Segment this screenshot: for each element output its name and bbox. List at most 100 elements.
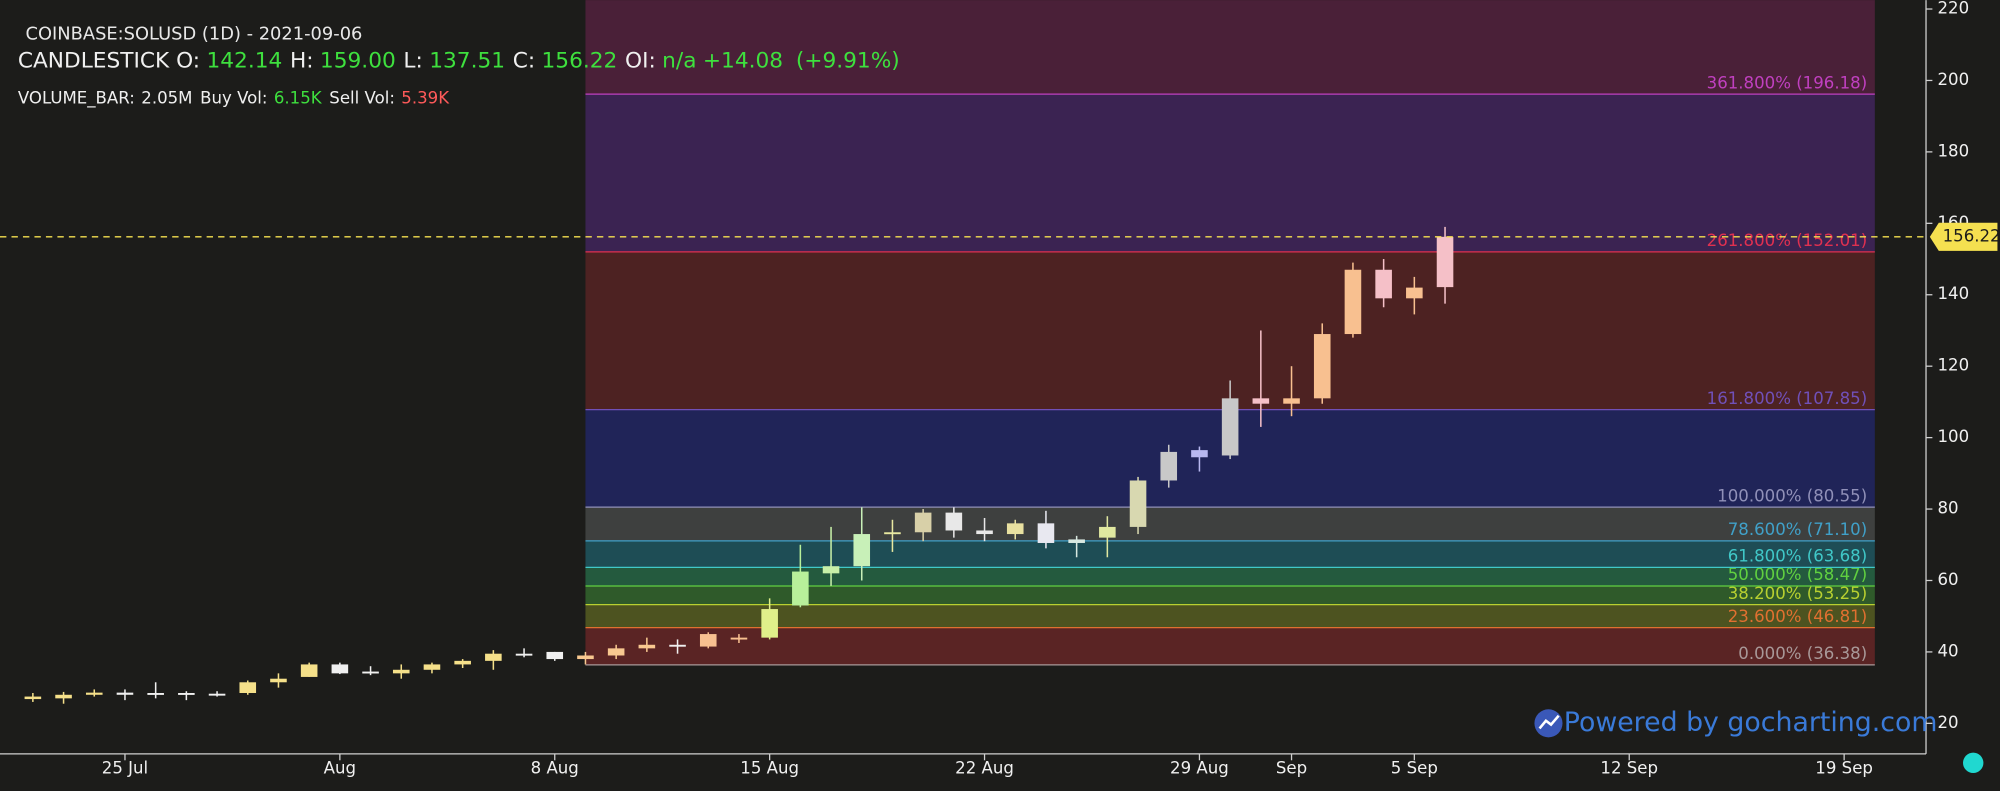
legend-label: C: (513, 48, 535, 73)
plot-area: 0.000% (36.38) 23.600% (46.81) 38.200% (53… (24, 0, 1875, 704)
fib-zone (585, 585, 1875, 605)
candle-body (1006, 523, 1024, 535)
candle-body (454, 660, 471, 665)
x-tick-label: Sep (1276, 759, 1307, 778)
legend-label: L: (403, 48, 422, 73)
legend-value: 159.00 (320, 48, 396, 73)
fib-label: 61.800% (63.68) (1728, 547, 1867, 566)
volume-label: Buy Vol: (200, 88, 267, 107)
volume-legend: VOLUME_BAR: 2.05M Buy Vol: 6.15K Sell Vol: 5.… (18, 88, 450, 108)
legend-value: 137.51 (429, 48, 505, 73)
symbol-title: COINBASE:SOLUSD (1D) - 2021-09-06 (26, 24, 363, 45)
fib-label: 361.800% (196.18) (1707, 73, 1868, 92)
candle-body (362, 671, 379, 674)
fib-zone (585, 94, 1875, 252)
candle-body (638, 644, 656, 649)
fib-label: 261.800% (152.01) (1707, 231, 1868, 250)
x-tick-label: 15 Aug (740, 759, 799, 778)
candle-body (24, 696, 42, 700)
candle-body (55, 694, 72, 699)
watermark: Powered by gocharting.com (1564, 707, 1938, 738)
volume-value: 5.39K (401, 88, 450, 107)
candle-body (546, 651, 564, 660)
fib-label: 38.200% (53.25) (1728, 584, 1867, 603)
candle-body (1037, 523, 1055, 543)
volume-value: 2.05M (141, 88, 192, 107)
candle-body (1313, 334, 1331, 399)
volume-label: Sell Vol: (329, 88, 395, 107)
y-tick-label: 60 (1938, 570, 1959, 589)
candle-body (1406, 287, 1423, 299)
candle-body (147, 692, 164, 695)
y-tick-label: 40 (1938, 641, 1959, 660)
legend-change: +14.08 (703, 48, 783, 73)
fib-zone (585, 507, 1875, 541)
candle-body (1068, 539, 1085, 543)
x-tick-label: 19 Sep (1815, 759, 1873, 778)
candle-body (1375, 269, 1392, 299)
candle-body (515, 653, 533, 656)
candle-body (208, 693, 226, 696)
y-tick-label: 220 (1938, 0, 1970, 18)
candle-body (822, 566, 840, 574)
watermark-icon-line (1538, 714, 1560, 730)
y-tick-label: 180 (1938, 141, 1970, 160)
legend-value: 142.14 (206, 48, 282, 73)
candle-body (1129, 480, 1147, 527)
legend-value: n/a (662, 48, 696, 73)
candle-body (178, 692, 195, 695)
candle-body (116, 692, 134, 695)
candle-body (331, 664, 349, 674)
candle-body (976, 530, 993, 535)
fib-zone (585, 604, 1875, 628)
legend-value: 156.22 (542, 48, 618, 73)
candle-body (669, 644, 686, 647)
candle-body (1344, 269, 1362, 335)
x-tick-label: 29 Aug (1170, 759, 1229, 778)
candle-body (1221, 398, 1239, 456)
y-tick-label: 80 (1938, 499, 1959, 518)
fib-label: 100.000% (80.55) (1717, 486, 1867, 505)
fib-zone (585, 567, 1875, 586)
status-dot[interactable] (1963, 752, 1984, 774)
legend-label: H: (290, 48, 314, 73)
fib-zone (585, 0, 1875, 95)
candle-body (730, 637, 748, 640)
candle-body (1099, 526, 1116, 538)
candle-body (300, 664, 318, 677)
fib-zone (585, 540, 1875, 568)
candle-body (239, 682, 257, 693)
last-price-label: 156.22 (1943, 226, 2000, 245)
y-tick-label: 200 (1938, 70, 1970, 89)
candle-body (1160, 451, 1178, 481)
candle-body (884, 532, 901, 535)
candle-body (1252, 398, 1270, 404)
fib-label: 0.000% (36.38) (1738, 644, 1867, 663)
x-tick-label: 12 Sep (1600, 759, 1658, 778)
y-tick-label: 120 (1938, 356, 1970, 375)
y-tick-label: 20 (1938, 713, 1959, 732)
candle-body (392, 669, 410, 674)
legend-label: OI: (625, 48, 656, 73)
volume-value: 6.15K (274, 88, 323, 107)
candle-body (485, 653, 502, 661)
candle-body (945, 512, 963, 531)
x-tick-label: Aug (324, 759, 356, 778)
fib-zone (585, 627, 1875, 665)
candle-body (914, 512, 932, 533)
fib-label: 50.000% (58.47) (1728, 565, 1867, 584)
candle-body (761, 609, 778, 638)
x-tick-label: 25 Jul (102, 759, 148, 778)
volume-label: VOLUME_BAR: (18, 88, 135, 108)
candle-body (607, 648, 625, 656)
x-tick-label: 5 Sep (1391, 759, 1438, 778)
last-price-box (1929, 222, 1998, 251)
candle-body (699, 634, 717, 647)
ohlc-legend: CANDLESTICK O: 142.14 H: 159.00 L: 137.51 C: 15… (18, 48, 900, 73)
candle-body (423, 664, 441, 670)
candle-body (1436, 236, 1454, 288)
candle-body (1191, 450, 1208, 458)
candle-body (1283, 398, 1300, 404)
fib-label: 161.800% (107.85) (1707, 389, 1868, 408)
